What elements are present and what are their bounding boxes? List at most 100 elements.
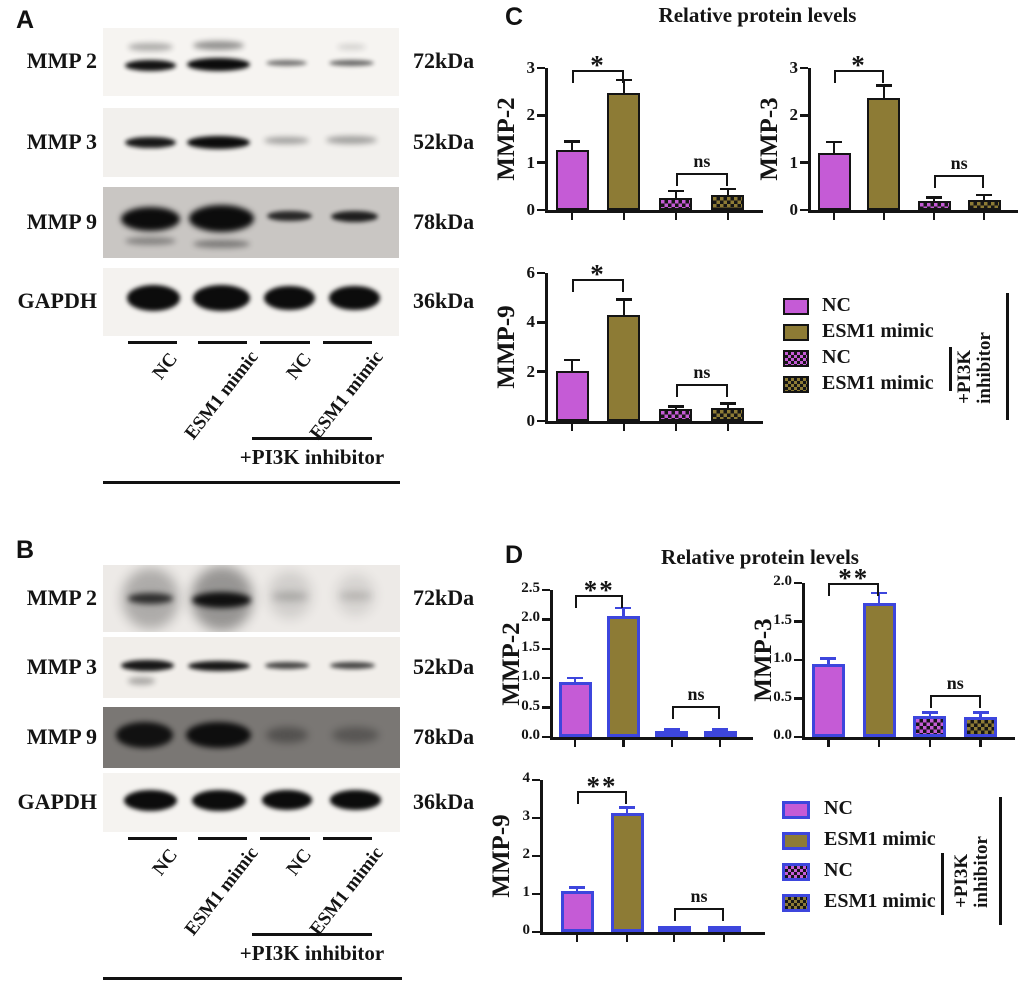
bar-esm1-mimic-pi3k-inhibitor- <box>711 195 745 210</box>
significance-bracket <box>934 174 985 188</box>
plot-area <box>540 780 765 935</box>
x-tick-mark <box>718 740 722 747</box>
blot-band <box>261 790 313 810</box>
blot-strip-mmp-3 <box>103 637 400 698</box>
y-tick-label: 1.5 <box>773 611 792 628</box>
significance-label: ns <box>690 886 708 907</box>
blot-band <box>267 210 312 222</box>
molecular-weight-label: 72kDa <box>413 584 475 610</box>
blot-band <box>128 677 155 685</box>
blot-band <box>187 661 250 672</box>
x-tick-mark <box>622 740 625 747</box>
y-tick-mark <box>794 697 802 700</box>
significance-label: ns <box>946 672 964 693</box>
x-tick-mark <box>672 935 676 942</box>
error-bar-line <box>979 712 982 717</box>
y-tick-mark <box>532 816 540 820</box>
blot-band <box>266 727 308 743</box>
x-tick-mark <box>670 740 674 747</box>
legend-label: ESM1 mimic <box>822 320 934 342</box>
lane-label: ESM1 mimic <box>180 843 263 940</box>
y-axis-label: MMP-2 <box>498 621 525 706</box>
significance-label: ** <box>583 574 615 605</box>
significance-bracket <box>575 594 624 608</box>
y-tick-label: 2 <box>789 105 799 125</box>
blot-strip-gapdh <box>103 268 399 336</box>
error-bar-line <box>722 927 726 931</box>
y-tick-label: 3 <box>522 808 531 824</box>
blot-band <box>192 789 246 811</box>
bar-nc <box>811 663 845 737</box>
error-bar-line <box>928 712 932 717</box>
bar-esm1-mimic-pi3k-inhibitor- <box>964 716 998 737</box>
y-tick-label: 2.0 <box>773 573 792 589</box>
y-tick-mark <box>800 114 808 117</box>
blot-strip-mmp-3 <box>103 108 399 177</box>
lane-label: ESM1 mimic <box>180 347 263 444</box>
error-bar-cap <box>875 84 892 87</box>
error-bar-cap <box>820 657 837 660</box>
bar-esm1-mimic <box>862 603 896 737</box>
panel-d-title: Relative protein levels <box>661 545 859 569</box>
y-tick-label: 2.0 <box>521 609 540 626</box>
y-tick-label: 0.5 <box>773 688 792 705</box>
legend-swatch-checker <box>782 894 810 912</box>
molecular-weight-label: 52kDa <box>413 128 475 154</box>
blot-strip-mmp-9 <box>103 187 399 258</box>
y-tick-label: 0.0 <box>521 727 540 743</box>
blot-band <box>330 662 375 670</box>
y-tick-label: 2 <box>522 846 531 862</box>
lane-underline <box>198 341 247 344</box>
blot-band <box>187 58 250 72</box>
y-tick-label: 2 <box>526 105 536 125</box>
legend-label: NC <box>824 859 853 881</box>
panel-c-title: Relative protein levels <box>658 3 857 27</box>
significance-bracket <box>828 583 880 596</box>
x-tick-mark <box>832 213 836 220</box>
protein-label: MMP 2 <box>26 584 97 610</box>
lane-underline <box>128 837 177 840</box>
x-tick-mark <box>982 213 986 220</box>
significance-bracket <box>674 908 725 922</box>
blot-band <box>265 60 308 67</box>
y-tick-mark <box>542 735 550 739</box>
blot-band <box>329 59 374 66</box>
x-tick-mark <box>928 740 932 747</box>
x-tick-mark <box>877 740 881 747</box>
blot-band <box>125 59 176 71</box>
bar-esm1-mimic <box>607 93 641 210</box>
blot-band <box>126 285 180 311</box>
lane-underline <box>198 837 247 840</box>
bar-nc-pi3k-inhibitor- <box>659 197 693 210</box>
y-tick-label: 6 <box>526 263 536 282</box>
y-tick-label: 0.5 <box>521 697 540 714</box>
blot-band <box>330 211 379 223</box>
error-bar-line <box>877 593 881 603</box>
significance-label: ns <box>693 151 711 172</box>
error-bar-cap <box>564 358 581 362</box>
legend-swatch-solid <box>783 298 809 315</box>
x-tick-mark <box>827 740 830 747</box>
legend-bracket-line <box>949 347 952 391</box>
y-tick-label: 0 <box>522 922 531 938</box>
error-bar-line <box>672 927 676 931</box>
significance-label: ns <box>693 362 711 382</box>
blot-band <box>192 591 252 608</box>
significance-bracket <box>675 173 728 187</box>
error-bar-cap <box>921 711 938 714</box>
x-tick-mark <box>674 213 678 220</box>
y-tick-mark <box>542 706 550 709</box>
molecular-weight-label: 78kDa <box>413 208 475 234</box>
lane-label: NC <box>282 845 316 880</box>
bar-nc <box>817 152 851 210</box>
blot-band <box>330 790 381 810</box>
significance-label: * <box>590 50 606 81</box>
blot-band <box>193 40 244 51</box>
legend-swatch-checker <box>783 376 809 393</box>
x-tick-mark <box>726 213 730 220</box>
error-bar-cap <box>712 728 729 731</box>
y-tick-label: 1 <box>522 884 531 900</box>
protein-label: GAPDH <box>17 288 97 313</box>
error-bar-cap <box>564 140 581 143</box>
y-tick-mark <box>794 620 802 623</box>
